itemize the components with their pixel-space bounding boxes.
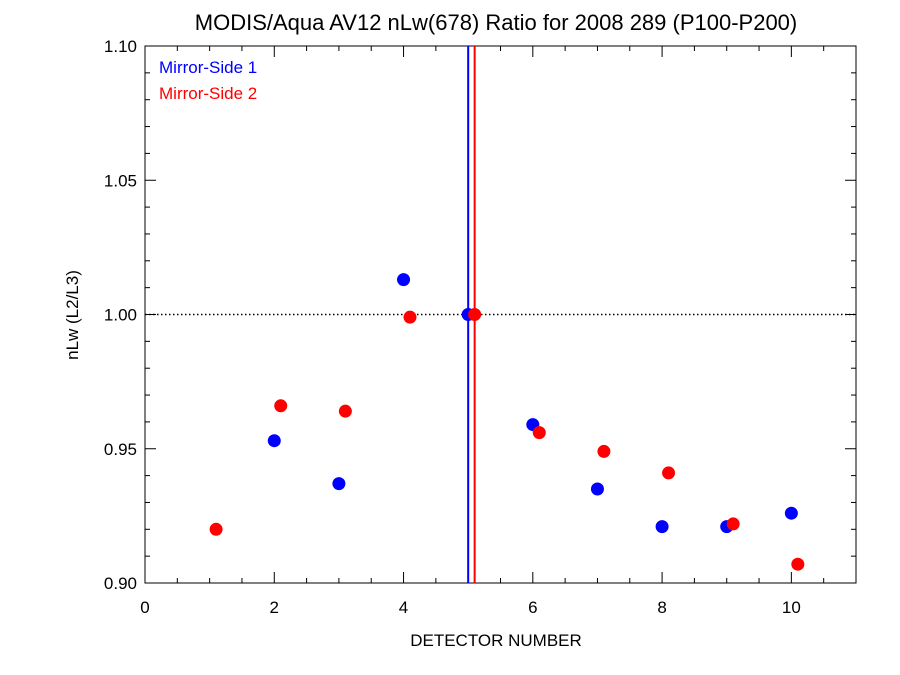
legend-entry: Mirror-Side 1 (159, 58, 257, 77)
legend-entry: Mirror-Side 2 (159, 84, 257, 103)
y-axis-label: nLw (L2/L3) (63, 270, 82, 360)
chart-title: MODIS/Aqua AV12 nLw(678) Ratio for 2008 … (195, 10, 798, 35)
data-point-series-2 (209, 522, 223, 536)
data-point-series-2 (468, 308, 482, 321)
x-tick-label: 8 (657, 598, 666, 617)
data-point-series-2 (791, 557, 805, 571)
data-point-series-1 (397, 273, 411, 287)
data-point-series-2 (338, 404, 352, 418)
x-tick-label: 6 (528, 598, 537, 617)
data-point-series-2 (726, 517, 740, 531)
x-axis-label: DETECTOR NUMBER (410, 631, 582, 650)
data-point-series-1 (590, 482, 604, 496)
data-point-series-1 (784, 506, 798, 520)
data-point-series-2 (597, 444, 611, 458)
x-tick-label: 10 (782, 598, 801, 617)
y-tick-label: 1.00 (104, 306, 137, 325)
data-point-series-1 (332, 477, 346, 491)
data-point-series-2 (532, 426, 546, 440)
x-tick-label: 2 (270, 598, 279, 617)
data-point-series-2 (403, 310, 417, 324)
plot-area: 0 2 4 6 8 10 0.90 0.95 1.00 1.05 1.10 Mirror-Side 1… (104, 37, 857, 617)
y-tick-label: 0.90 (104, 574, 137, 593)
data-point-series-2 (274, 399, 288, 413)
data-point-series-1 (655, 520, 669, 534)
x-tick-label: 0 (140, 598, 149, 617)
y-tick-label: 0.95 (104, 440, 137, 459)
y-tick-label: 1.10 (104, 37, 137, 56)
x-tick-label: 4 (399, 598, 408, 617)
y-tick-label: 1.05 (104, 171, 137, 190)
data-point-series-1 (267, 434, 281, 448)
data-point-series-2 (662, 466, 676, 480)
